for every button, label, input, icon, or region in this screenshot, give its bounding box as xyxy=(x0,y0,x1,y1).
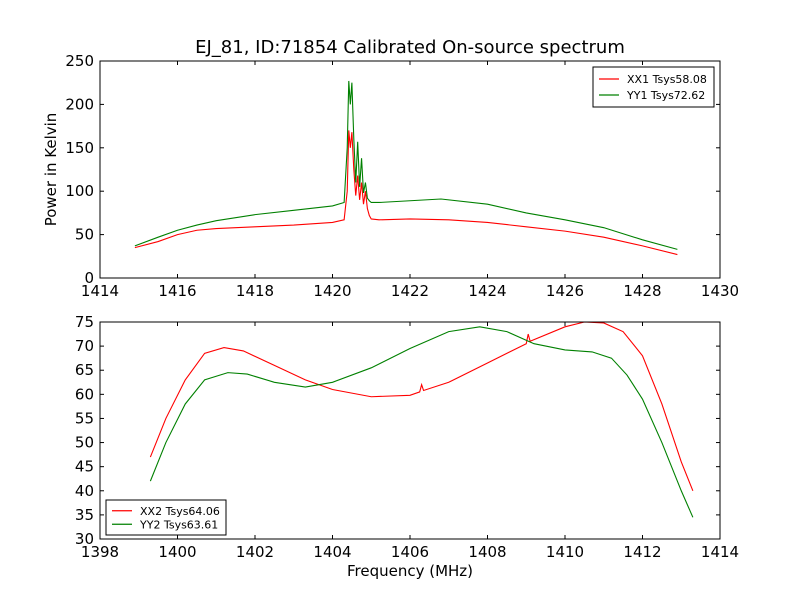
y-tick-label: 75 xyxy=(75,313,94,331)
y-tick-label: 45 xyxy=(75,458,94,476)
x-tick-label: 1422 xyxy=(391,282,429,300)
y-tick-label: 70 xyxy=(75,337,94,355)
top-panel: 1414 1416 1418 1420 1422 1424 1426 1428 1430 0 50 1… xyxy=(42,52,739,300)
x-tick-label: 1418 xyxy=(236,282,274,300)
legend-label-2: YY1 Tsys72.62 xyxy=(626,89,705,102)
y-tick-label: 150 xyxy=(65,139,94,157)
x-axis-label: Frequency (MHz) xyxy=(347,562,473,580)
x-tick-label: 1398 xyxy=(81,543,119,561)
bottom-panel: 1398 1400 1402 1404 1406 1408 1410 1412 1414 30 35… xyxy=(75,313,739,580)
legend-label-1: XX2 Tsys64.06 xyxy=(140,505,220,518)
y-tick-label: 35 xyxy=(75,506,94,524)
x-tick-label: 1424 xyxy=(468,282,506,300)
legend-box xyxy=(592,66,715,108)
x-tick-label: 1416 xyxy=(158,282,196,300)
chart-title: EJ_81, ID:71854 Calibrated On-source spe… xyxy=(195,37,625,58)
x-tick-label: 1430 xyxy=(701,282,739,300)
x-tick-label: 1406 xyxy=(391,543,429,561)
x-tick-label: 1402 xyxy=(236,543,274,561)
x-tick-label: 1410 xyxy=(546,543,584,561)
x-tick-label: 1408 xyxy=(468,543,506,561)
x-tick-label: 1414 xyxy=(701,543,739,561)
y-tick-label: 200 xyxy=(65,95,94,113)
legend-label-2: YY2 Tsys63.61 xyxy=(139,518,218,531)
x-tick-label: 1400 xyxy=(158,543,196,561)
legend: XX1 Tsys58.08 YY1 Tsys72.62 xyxy=(592,66,715,108)
y-tick-label: 50 xyxy=(75,226,94,244)
legend-label-1: XX1 Tsys58.08 xyxy=(627,73,707,86)
y-tick-label: 60 xyxy=(75,385,94,403)
x-tick-label: 1404 xyxy=(313,543,351,561)
x-tick-label: 1412 xyxy=(623,543,661,561)
series-line-2-1 xyxy=(149,321,694,491)
y-tick-label: 50 xyxy=(75,434,94,452)
x-tick-label: 1428 xyxy=(623,282,661,300)
series-line-1-2 xyxy=(134,80,678,250)
y-tick-label: 65 xyxy=(75,361,94,379)
y-tick-label: 30 xyxy=(75,530,94,548)
legend-box xyxy=(105,499,227,536)
x-tick-label: 1426 xyxy=(546,282,584,300)
y-tick-label: 55 xyxy=(75,409,94,427)
x-tick-label: 1414 xyxy=(81,282,119,300)
x-tick-label: 1420 xyxy=(313,282,351,300)
y-tick-label: 100 xyxy=(65,182,94,200)
y-tick-label: 250 xyxy=(65,52,94,70)
y-axis-label: Power in Kelvin xyxy=(42,113,60,227)
series-line-2-2 xyxy=(149,326,694,518)
y-tick-label: 0 xyxy=(84,269,94,287)
series-line-1-1 xyxy=(134,130,678,256)
y-tick-label: 40 xyxy=(75,482,94,500)
